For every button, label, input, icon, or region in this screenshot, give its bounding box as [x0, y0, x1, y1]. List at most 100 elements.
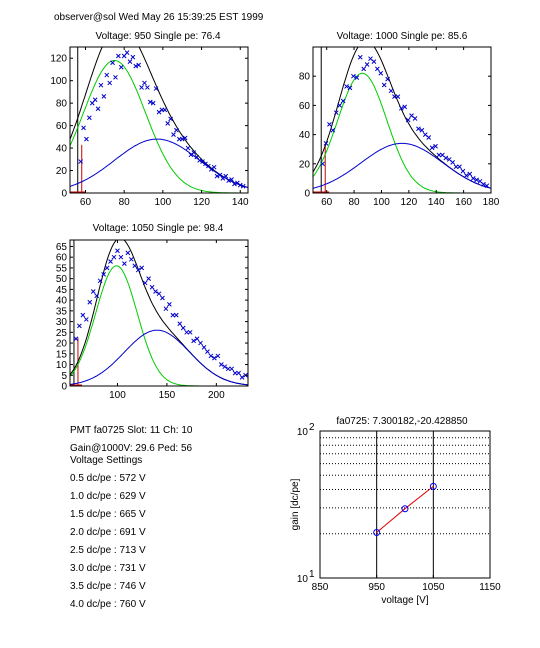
data-point	[149, 284, 155, 290]
data-point	[443, 155, 449, 161]
data-point	[111, 254, 117, 260]
info-line: 3.0 dc/pe : 731 V	[70, 563, 146, 574]
data-point	[354, 75, 360, 81]
data-point	[347, 85, 353, 91]
data-point	[467, 171, 473, 177]
y-tick-label: 5	[61, 371, 67, 382]
data-point	[128, 256, 134, 262]
data-point	[460, 168, 466, 174]
data-point	[218, 362, 224, 367]
data-point	[179, 136, 185, 142]
data-point	[92, 97, 98, 103]
data-point	[340, 98, 346, 104]
data-point	[73, 336, 79, 342]
data-point	[211, 164, 217, 170]
data-point	[139, 265, 145, 271]
data-point	[240, 183, 246, 189]
data-point	[113, 74, 118, 80]
y-tick-label: 100	[50, 76, 67, 87]
y-tick-exponent: 2	[309, 422, 315, 433]
axes-frame	[312, 46, 492, 194]
fit-curve-total	[70, 47, 248, 188]
data-point	[80, 312, 86, 318]
data-point	[127, 59, 133, 64]
data-point	[83, 317, 89, 322]
data-point	[116, 53, 121, 59]
data-point	[323, 141, 329, 146]
data-point	[153, 289, 158, 294]
x-tick-label: 150	[159, 390, 176, 401]
y-tick-exponent: 1	[309, 569, 315, 580]
data-point	[416, 126, 421, 132]
data-point	[229, 366, 235, 372]
x-tick-label: 120	[193, 197, 210, 208]
y-tick-label: 0	[61, 382, 67, 393]
data-point	[464, 173, 469, 178]
histogram-panel-0: 60 80 100 120 140 0 20 40 60 80 100 120	[50, 46, 249, 208]
data-point	[364, 62, 370, 67]
data-point	[180, 325, 186, 331]
data-point	[223, 173, 229, 179]
data-point	[182, 135, 188, 141]
data-point	[361, 66, 367, 72]
y-tick-label: 0	[304, 189, 310, 200]
y-tick-label: 55	[56, 263, 68, 274]
data-point	[86, 115, 92, 121]
chart-title-1000: Voltage: 1000 Single pe: 85.6	[336, 31, 468, 42]
data-point	[357, 54, 363, 60]
data-point	[214, 173, 220, 179]
data-point	[187, 329, 193, 335]
y-tick-label: 80	[56, 99, 68, 110]
data-point	[124, 50, 130, 55]
info-line: 4.0 dc/pe : 760 V	[70, 599, 146, 610]
data-point	[226, 178, 232, 183]
data-point	[208, 353, 214, 359]
data-point	[402, 104, 408, 110]
data-point	[118, 254, 124, 260]
y-tick-label: 30	[56, 317, 68, 328]
data-point	[191, 150, 197, 155]
y-tick-label: 40	[299, 130, 311, 141]
data-point	[168, 116, 173, 122]
x-tick-label: 850	[312, 582, 329, 593]
y-tick-label: 35	[56, 306, 68, 317]
info-line: 1.5 dc/pe : 665 V	[70, 509, 146, 520]
fit-curve-gauss1	[70, 265, 248, 386]
x-tick-label: 60	[321, 197, 333, 208]
histogram-panel-1: 60 80 100 120 140 160 180 0 20 40 60 80	[299, 46, 500, 208]
y-tick-label: 10	[297, 427, 309, 438]
y-tick-label: 10	[297, 574, 309, 585]
data-point	[87, 299, 93, 305]
data-point	[185, 145, 191, 151]
data-point	[142, 280, 148, 286]
y-tick-label: 40	[56, 296, 68, 307]
data-point	[167, 302, 172, 307]
data-point	[205, 349, 210, 355]
data-point	[132, 263, 138, 269]
data-point	[101, 271, 106, 277]
data-point	[163, 306, 169, 312]
plot-area	[70, 240, 248, 386]
x-tick-label: 180	[483, 197, 500, 208]
data-point	[146, 276, 151, 282]
data-point	[433, 143, 438, 149]
data-point	[426, 135, 432, 140]
data-point	[110, 60, 115, 66]
data-point	[84, 136, 89, 142]
data-point	[107, 80, 113, 86]
data-point	[398, 105, 404, 111]
gain-point	[373, 528, 381, 536]
data-point	[470, 176, 476, 181]
data-point	[150, 100, 156, 106]
x-tick-label: 100	[155, 197, 172, 208]
data-point	[337, 103, 343, 108]
x-tick-label: 140	[428, 197, 445, 208]
gain-line	[376, 486, 434, 533]
y-tick-label: 20	[56, 339, 68, 350]
axes-frame	[319, 430, 491, 579]
data-point	[197, 158, 202, 163]
data-point	[239, 375, 245, 380]
data-point	[81, 125, 86, 131]
header-line: observer@sol Wed May 26 15:39:25 EST 199…	[54, 12, 264, 23]
